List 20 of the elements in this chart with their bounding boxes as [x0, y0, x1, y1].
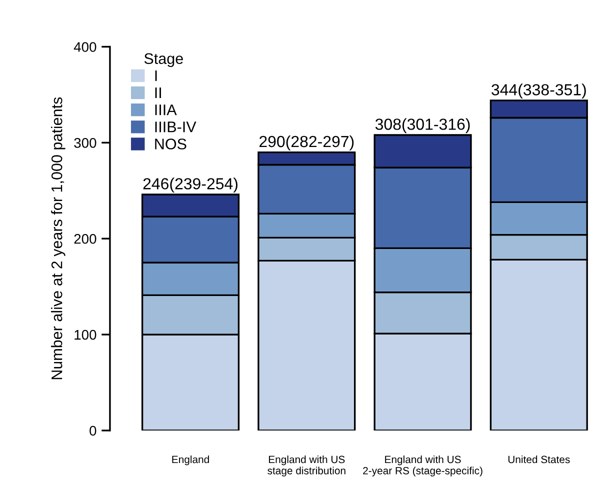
x-tick-label: England with US 2-year RS (stage-specific): [363, 456, 482, 476]
legend-label: II: [155, 88, 161, 98]
x-tick-label: England: [172, 456, 209, 466]
x-tick-label: United States: [508, 456, 570, 464]
y-axis-title: Number alive at 2 years for 1,000 patients: [51, 97, 66, 380]
y-tick-label: 0: [90, 426, 96, 436]
total-label: 246(239-254): [143, 178, 238, 193]
y-tick-label: 100: [74, 330, 96, 340]
legend-title: Stage: [144, 53, 183, 68]
total-label: 308(301-316): [375, 118, 470, 134]
legend-label: I: [155, 70, 157, 81]
y-tick-label: 400: [74, 42, 96, 52]
legend-label: IIIA: [155, 104, 177, 116]
x-tick-label: England with US stage distribution: [268, 456, 346, 476]
legend-label: IIIB-IV: [155, 122, 196, 132]
total-label: 290(282-297): [259, 135, 354, 150]
total-label: 344(338-351): [492, 84, 586, 99]
y-tick-label: 200: [74, 234, 96, 244]
y-tick-label: 300: [74, 138, 96, 148]
legend-label: NOS: [155, 138, 186, 150]
